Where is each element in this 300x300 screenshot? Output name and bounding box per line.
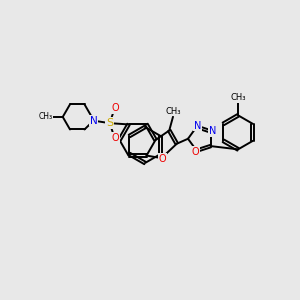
Text: CH₃: CH₃ xyxy=(38,112,52,122)
Text: O: O xyxy=(159,154,166,164)
Text: O: O xyxy=(112,133,119,143)
Text: S: S xyxy=(106,118,113,128)
Text: N: N xyxy=(194,121,202,130)
Text: CH₃: CH₃ xyxy=(230,93,246,102)
Text: CH₃: CH₃ xyxy=(165,107,181,116)
Text: N: N xyxy=(209,126,216,136)
Text: O: O xyxy=(192,147,199,157)
Text: O: O xyxy=(112,103,119,113)
Text: N: N xyxy=(90,116,98,126)
